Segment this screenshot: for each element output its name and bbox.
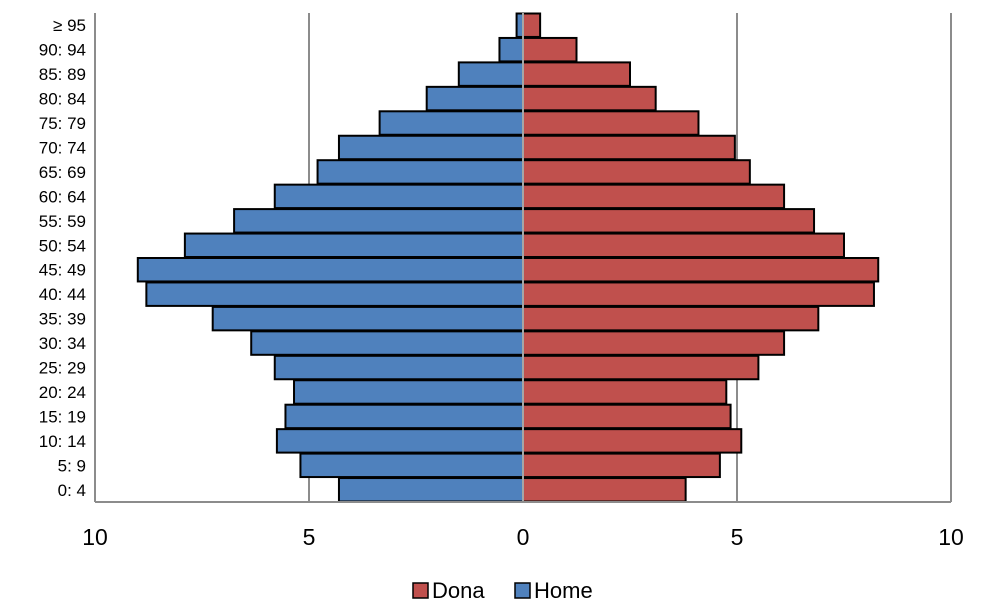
bar-dona-5 (522, 354, 760, 381)
bar-home-17 (457, 61, 524, 87)
bar-home-15 (378, 110, 524, 136)
bar-dona-4 (522, 379, 728, 405)
bar-home-0 (337, 477, 524, 503)
bar-home-18 (498, 36, 524, 63)
y-tick-label: 75: 79 (39, 114, 86, 133)
bar-dona-10 (522, 232, 845, 259)
legend-label-home: Home (534, 578, 593, 603)
bar-home-14 (337, 134, 524, 161)
bar-dona-0 (522, 477, 687, 503)
bar-dona-7 (522, 305, 820, 332)
bar-dona-14 (522, 134, 736, 161)
legend: Dona Home (412, 578, 593, 603)
bar-dona-18 (522, 36, 578, 63)
x-tick-label: 10 (938, 524, 964, 550)
y-tick-label: 65: 69 (39, 163, 86, 182)
x-tick-label: 5 (731, 524, 744, 550)
y-tick-label: 25: 29 (39, 359, 86, 378)
y-tick-label: 15: 19 (39, 407, 86, 426)
y-tick-label: 0: 4 (58, 481, 86, 500)
bar-dona-8 (522, 281, 875, 307)
bar-home-7 (211, 305, 524, 332)
bar-home-10 (183, 232, 524, 259)
bar-home-16 (425, 85, 525, 112)
y-tick-label: 60: 64 (39, 187, 86, 206)
y-axis-tick-labels: 0: 4 5: 9 10: 14 15: 19 20: 24 25: 29 30: 34 35… (39, 16, 86, 500)
legend-swatch-dona (412, 582, 429, 599)
y-tick-label: 40: 44 (39, 285, 86, 304)
bar-home-13 (316, 159, 524, 185)
bar-dona-1 (522, 452, 721, 479)
bar-home-8 (145, 281, 525, 307)
bar-dona-17 (522, 61, 631, 87)
y-tick-label: 10: 14 (39, 432, 86, 451)
bar-home-6 (250, 330, 524, 356)
bar-home-11 (233, 208, 524, 234)
bar-home-4 (293, 379, 524, 405)
x-tick-label: 5 (303, 524, 316, 550)
y-tick-label: 55: 59 (39, 212, 86, 231)
axes (95, 13, 951, 503)
bar-dona-16 (522, 85, 657, 112)
y-tick-label: 70: 74 (39, 138, 86, 157)
y-tick-label: 20: 24 (39, 383, 86, 402)
legend-label-dona: Dona (432, 578, 485, 603)
y-tick-label: 5: 9 (58, 456, 86, 475)
bar-dona-12 (522, 183, 786, 210)
bar-home-2 (275, 428, 524, 454)
legend-item-home[interactable]: Home (514, 578, 593, 603)
bar-home-5 (273, 354, 525, 381)
bar-home-3 (284, 403, 524, 430)
y-tick-label: 80: 84 (39, 90, 86, 109)
y-tick-label: ≥ 95 (53, 16, 86, 35)
legend-item-dona[interactable]: Dona (412, 578, 485, 603)
bar-dona-2 (522, 428, 743, 454)
bar-home-1 (299, 452, 524, 479)
y-tick-label: 85: 89 (39, 65, 86, 84)
x-tick-label: 0 (517, 524, 530, 550)
bar-dona-15 (522, 110, 700, 136)
y-tick-label: 45: 49 (39, 261, 86, 280)
bar-home-12 (273, 183, 525, 210)
y-tick-label: 35: 39 (39, 310, 86, 329)
bar-dona-13 (522, 159, 751, 185)
y-tick-label: 90: 94 (39, 41, 86, 60)
y-tick-label: 50: 54 (39, 236, 86, 255)
bar-home-9 (136, 257, 525, 283)
bars (136, 12, 880, 503)
bar-dona-6 (522, 330, 786, 356)
bar-dona-9 (522, 257, 880, 283)
legend-swatch-home (514, 582, 531, 599)
bar-dona-19 (522, 12, 542, 38)
bar-dona-3 (522, 403, 732, 430)
bar-dona-11 (522, 208, 816, 234)
x-tick-label: 10 (82, 524, 108, 550)
y-tick-label: 30: 34 (39, 334, 86, 353)
x-axis-tick-labels: 10 5 0 5 10 (82, 524, 964, 550)
